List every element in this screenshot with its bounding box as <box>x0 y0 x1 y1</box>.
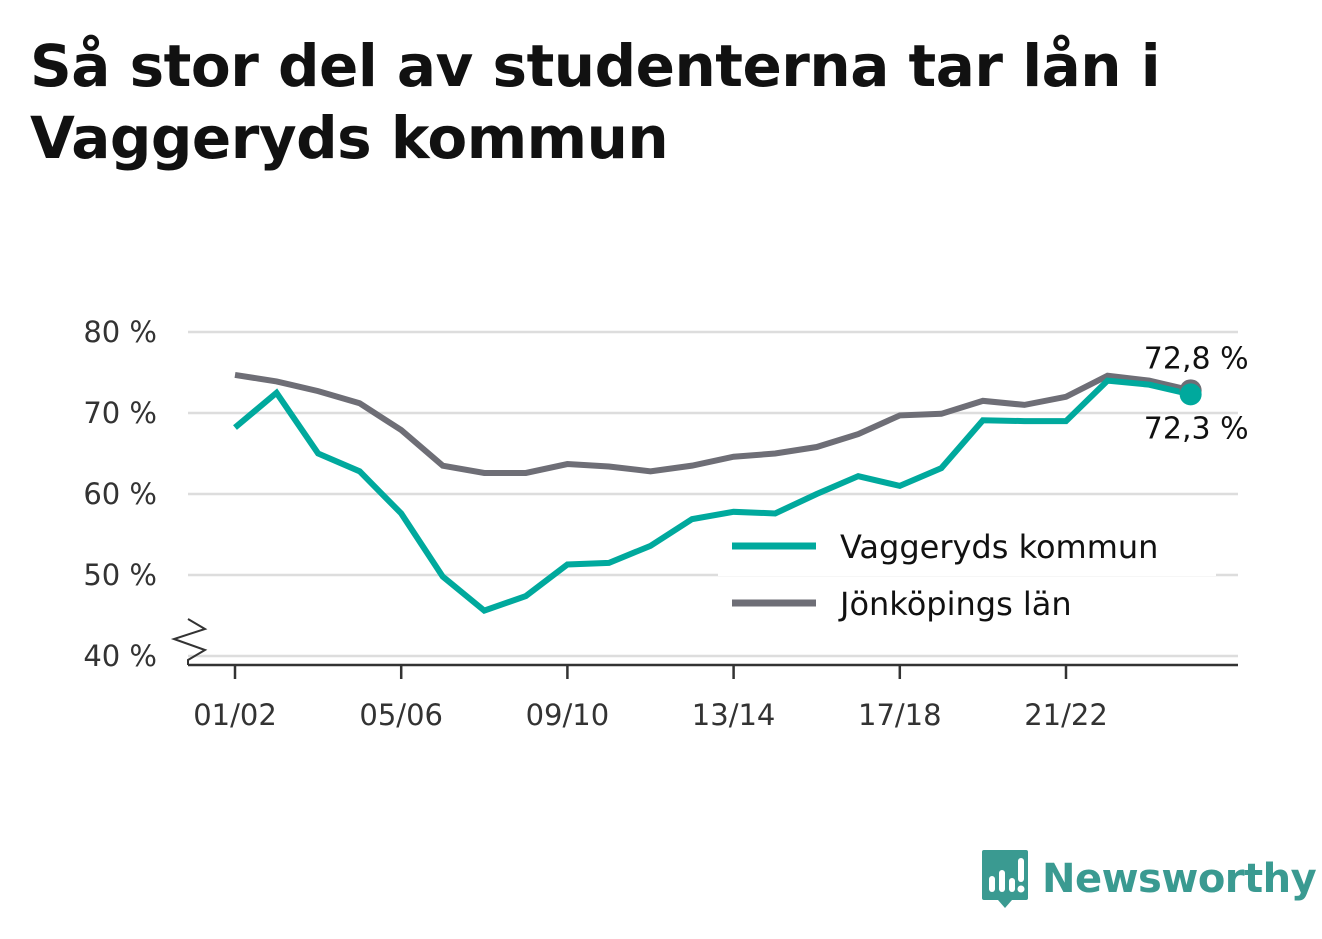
legend: Vaggeryds kommun Jönköpings län <box>718 518 1216 623</box>
y-tick-label: 60 % <box>83 477 157 511</box>
axis-break-icon <box>170 618 208 665</box>
end-label-1: 72,8 % <box>1144 341 1249 376</box>
x-tick-label: 05/06 <box>359 698 443 732</box>
x-tick-label: 01/02 <box>193 698 277 732</box>
end-label-0: 72,3 % <box>1144 411 1249 446</box>
end-labels: 72,8 % 72,3 % <box>1144 341 1249 446</box>
y-axis-tick-labels: 80 % 70 % 60 % 50 % 40 % <box>83 315 157 673</box>
legend-label-1: Jönköpings län <box>838 585 1072 623</box>
series-line-0 <box>233 377 1192 615</box>
series-line-1 <box>234 371 1192 476</box>
x-axis: 01/02 05/06 09/10 13/14 17/18 21/22 <box>170 618 1238 732</box>
gridlines <box>188 330 1238 658</box>
x-tick-label: 13/14 <box>692 698 776 732</box>
line-chart: 80 % 70 % 60 % 50 % 40 % 01/02 05/06 09/10 13/1… <box>83 315 1249 732</box>
x-tick-label: 21/22 <box>1024 698 1108 732</box>
y-tick-label: 50 % <box>83 558 157 592</box>
series-lines <box>233 371 1202 615</box>
series-endpoint-0 <box>1179 383 1202 406</box>
x-tick-label: 17/18 <box>858 698 942 732</box>
bar-chart-speech-bubble-icon <box>982 850 1028 908</box>
brand-name: Newsworthy <box>1042 856 1317 902</box>
newsworthy-logo: Newsworthy <box>980 848 1317 910</box>
y-tick-label: 40 % <box>83 639 157 673</box>
chart-title: Så stor del av studenterna tar lån i Vag… <box>30 32 1161 172</box>
x-tick-label: 09/10 <box>526 698 610 732</box>
legend-label-0: Vaggeryds kommun <box>840 528 1158 566</box>
y-tick-label: 80 % <box>83 315 157 349</box>
y-tick-label: 70 % <box>83 396 157 430</box>
